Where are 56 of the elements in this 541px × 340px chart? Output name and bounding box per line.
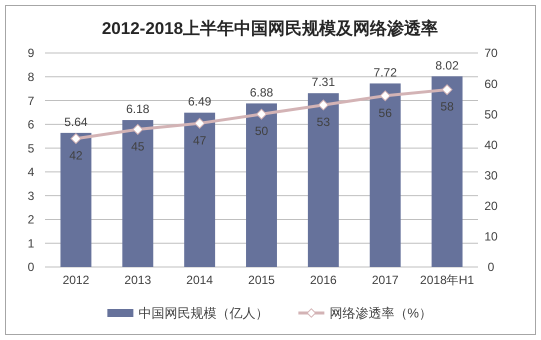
point <box>380 90 391 102</box>
bar <box>184 112 216 267</box>
y-tick-label: 7 <box>28 94 35 108</box>
bar <box>370 83 401 267</box>
data-label: 56 <box>378 106 392 120</box>
y-tick-label: 5 <box>28 141 35 156</box>
x-tick-label: 2016 <box>310 273 338 287</box>
y2-tick-label: 40 <box>484 138 498 152</box>
y-tick-label: 9 <box>28 46 35 60</box>
x-tick-label: 2017 <box>372 273 399 287</box>
x-tick-label: 2012 <box>62 273 90 287</box>
point <box>442 84 452 96</box>
legend-label: 中国网民规模（亿人） <box>138 306 268 321</box>
bar <box>308 93 339 267</box>
data-label: 47 <box>192 133 207 148</box>
y-tick-label: 3 <box>28 188 35 203</box>
y2-tick-label: 60 <box>484 76 498 91</box>
y-tick-label: 8 <box>28 70 35 84</box>
y2-tick-label: 30 <box>484 168 498 182</box>
point <box>70 133 82 144</box>
y2-tick-label: 10 <box>484 230 498 244</box>
data-label: 58 <box>440 100 454 114</box>
y-tick-label: 4 <box>28 165 35 180</box>
y-tick-label: 1 <box>28 236 35 250</box>
y-tick-label: 6 <box>28 118 35 132</box>
bar <box>246 103 277 267</box>
point <box>318 100 329 110</box>
data-label: 6.18 <box>126 102 150 116</box>
data-label: 6.49 <box>188 94 212 109</box>
data-label: 53 <box>316 114 330 129</box>
x-tick-label: 2018年H1 <box>420 273 474 287</box>
data-label: 8.02 <box>435 58 460 72</box>
point <box>256 108 267 120</box>
chart-title: 2012-2018上半年中国网民规模及网络渗透率 <box>102 18 438 38</box>
x-tick-label: 2015 <box>248 273 276 287</box>
x-tick-label: 2013 <box>124 273 152 287</box>
point <box>194 118 205 129</box>
y-tick-label: 2 <box>28 212 35 227</box>
y-tick-label: 0 <box>28 260 35 274</box>
legend-label: 网络渗透率（%） <box>329 306 432 321</box>
bar <box>122 120 154 267</box>
data-label: 7.72 <box>374 65 398 80</box>
bar <box>432 76 463 267</box>
y2-tick-label: 0 <box>488 260 495 274</box>
bar <box>60 132 92 267</box>
data-label: 5.64 <box>64 114 88 129</box>
point <box>132 124 144 135</box>
data-label: 7.31 <box>312 75 336 90</box>
y2-tick-label: 70 <box>484 46 498 60</box>
data-label: 50 <box>254 124 268 138</box>
data-label: 6.88 <box>250 85 274 100</box>
data-label: 45 <box>131 139 145 154</box>
x-tick-label: 2014 <box>186 273 214 287</box>
y2-tick-label: 20 <box>484 199 498 214</box>
data-label: 42 <box>69 148 83 163</box>
y2-tick-label: 50 <box>484 107 498 122</box>
